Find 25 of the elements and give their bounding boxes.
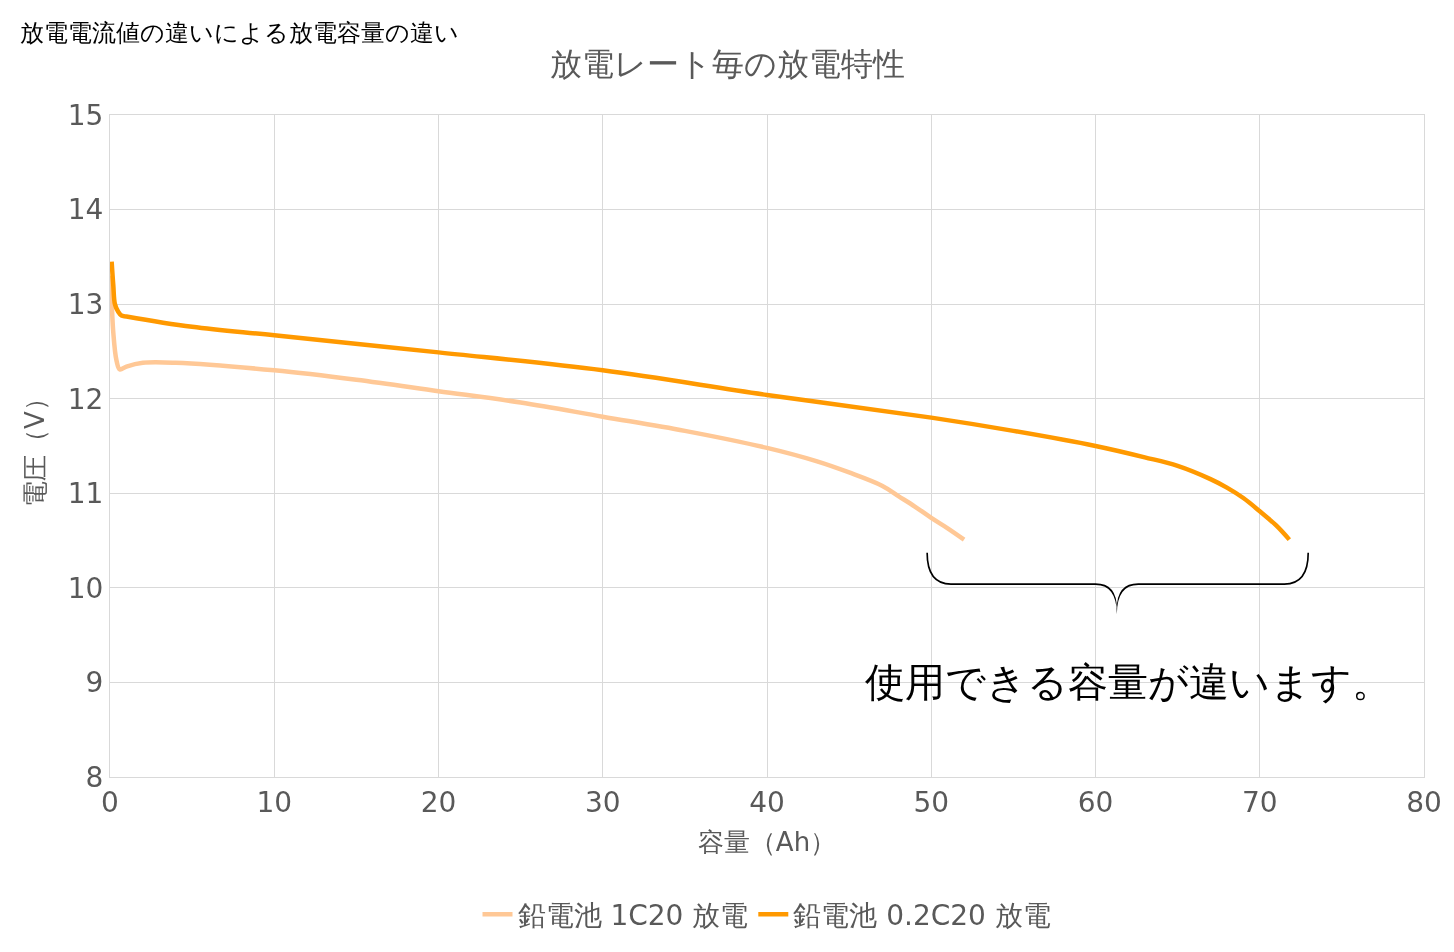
- y-tick-label: 15: [67, 98, 104, 132]
- y-axis-title: 電圧（V）: [20, 385, 51, 507]
- y-tick-label: 13: [67, 287, 104, 321]
- y-tick-label: 12: [67, 382, 104, 416]
- y-tick-label: 8: [85, 760, 104, 794]
- x-tick-label: 10: [256, 785, 293, 819]
- y-tick-label: 9: [85, 666, 104, 700]
- x-tick-label: 60: [1077, 785, 1114, 819]
- x-tick-label: 50: [913, 785, 950, 819]
- annotation: 使用できる容量が違います。: [865, 659, 1392, 705]
- line-series: [110, 259, 1292, 542]
- y-tick-label: 11: [67, 477, 104, 511]
- x-tick-label: 0: [101, 785, 119, 819]
- legend-label: 鉛電池 0.2C20 放電: [793, 899, 1051, 933]
- text: 放電電流値の違いによる放電容量の違い: [20, 19, 459, 47]
- x-tick-label: 80: [1406, 785, 1442, 819]
- x-tick-label: 20: [420, 785, 457, 819]
- y-tick-label: 10: [67, 571, 104, 605]
- x-tick-label: 30: [584, 785, 621, 819]
- x-axis-title: 容量（Ah）: [697, 827, 837, 858]
- legend-label: 鉛電池 1C20 放電: [517, 899, 749, 933]
- x-tick-label: 40: [749, 785, 785, 819]
- chart-title: 放電レート毎の放電特性: [549, 44, 905, 83]
- x-tick-label: 70: [1241, 785, 1278, 819]
- y-tick-label: 14: [67, 193, 104, 227]
